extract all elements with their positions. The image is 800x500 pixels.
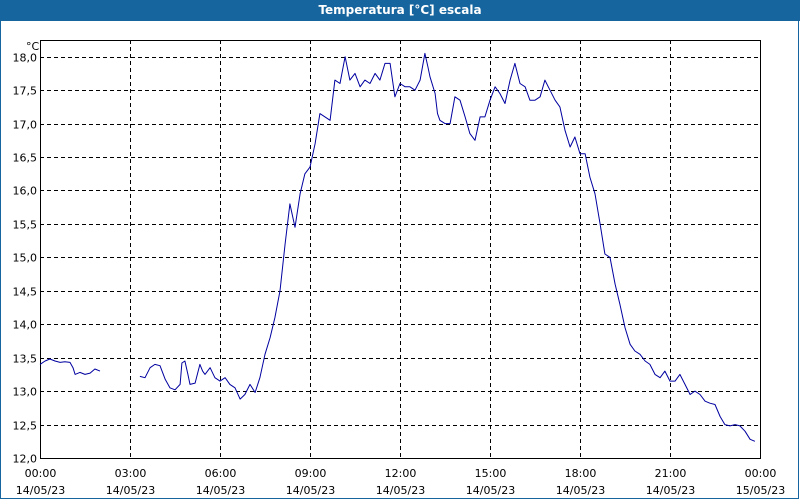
grid-lines [40, 40, 760, 458]
chart-title: Temperatura [°C] escala [0, 0, 800, 21]
x-tick-date: 15/05/23 [736, 484, 785, 497]
x-axis: 00:00 14/05/23 03:00 14/05/23 06:00 14/05/23 0… [16, 467, 785, 497]
x-tick-date: 14/05/23 [106, 484, 155, 497]
y-tick-label: 12,5 [13, 420, 38, 433]
x-tick-date: 14/05/23 [286, 484, 335, 497]
x-tick-time: 15:00 [475, 467, 507, 480]
y-tick-label: 12,0 [13, 453, 38, 466]
y-tick-label: 17,0 [13, 119, 38, 132]
y-tick-label: 15,0 [13, 252, 38, 265]
temperature-series-line [39, 358, 101, 375]
y-tick-label: 14,0 [13, 319, 38, 332]
x-tick-date: 14/05/23 [646, 484, 695, 497]
x-tick-time: 18:00 [565, 467, 597, 480]
series-group [39, 52, 756, 442]
x-tick-date: 14/05/23 [196, 484, 245, 497]
y-axis: 12,0 12,5 13,0 13,5 14,0 14,5 15,0 15,5 16,0 16,5… [13, 52, 38, 466]
y-tick-label: 18,0 [13, 52, 38, 65]
y-tick-label: 16,0 [13, 185, 38, 198]
x-tick-time: 12:00 [385, 467, 417, 480]
y-tick-label: 14,5 [13, 286, 38, 299]
temperature-series-line [139, 52, 756, 442]
y-axis-unit-label: °C [26, 40, 40, 53]
x-tick-time: 03:00 [115, 467, 147, 480]
y-tick-label: 13,5 [13, 353, 38, 366]
x-tick-time: 21:00 [655, 467, 687, 480]
y-tick-label: 16,5 [13, 152, 38, 165]
x-tick-time: 00:00 [745, 467, 777, 480]
x-tick-time: 09:00 [295, 467, 327, 480]
x-tick-time: 06:00 [205, 467, 237, 480]
y-tick-label: 17,5 [13, 85, 38, 98]
x-tick-date: 14/05/23 [466, 484, 515, 497]
x-tick-date: 14/05/23 [376, 484, 425, 497]
y-tick-label: 13,0 [13, 386, 38, 399]
x-tick-date: 14/05/23 [16, 484, 65, 497]
x-tick-time: 00:00 [25, 467, 57, 480]
x-tick-date: 14/05/23 [556, 484, 605, 497]
y-tick-label: 15,5 [13, 219, 38, 232]
